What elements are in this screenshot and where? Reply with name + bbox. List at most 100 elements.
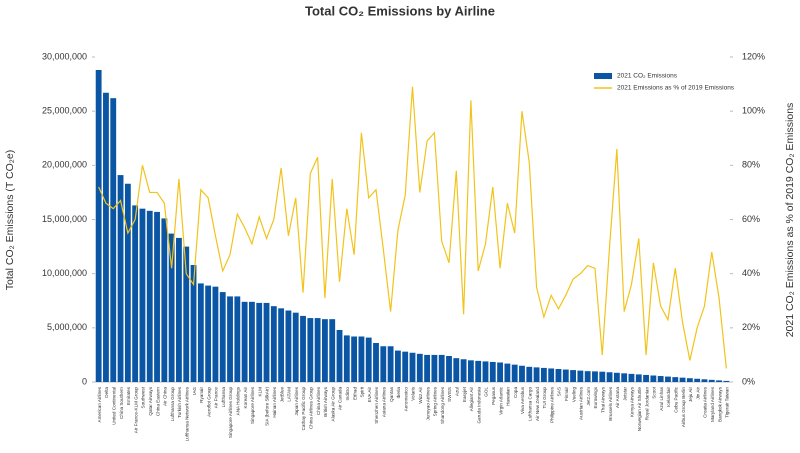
x-tick-label: Spirit [360,386,365,397]
bar [482,361,489,382]
x-tick-label: Aeroflot Group [206,387,211,417]
x-tick-label: Kenya Airways [630,386,635,417]
x-tick-label: Jeju Air [688,387,693,403]
bar [460,359,467,382]
x-tick-label: Lufthansa Group [170,387,175,422]
x-tick-label: GOL [484,387,489,397]
y-tick-label: 30,000,000 [42,51,87,61]
bar [694,378,701,382]
x-tick-label: Singapore Airlines [250,386,255,424]
x-tick-label: Finnair [564,387,569,402]
bar [533,367,540,382]
bar [321,319,328,382]
y-axis-label: Total CO₂ Emissions (T CO₂e) [4,150,16,290]
x-tick-label: Spring Airlines [433,386,438,416]
bar [300,315,306,382]
x-tick-label: United Continental [111,387,116,425]
bar [358,336,365,382]
x-tick-label: Bangkok Airways [717,386,722,422]
bar [489,361,496,382]
bar [351,336,358,382]
bar [657,376,664,382]
x-tick-label: Hainan Airlines [272,386,277,417]
bar [548,368,555,382]
bar [701,379,708,382]
x-tick-label: EVA Air [367,387,372,403]
x-tick-label: Thai Airways [600,386,605,413]
x-tick-label: Hawaiian [506,387,511,406]
bar [154,211,160,382]
bar [373,343,379,382]
x-tick-label: Eurowings [593,386,598,408]
x-tick-label: Shandong Airlines [440,386,445,424]
bar [394,350,401,382]
bar [643,374,649,382]
x-tick-label: Air France-KLM Group [133,387,138,434]
x-tick-label: Royal Jordanian [644,387,649,421]
x-tick-label: SAS [557,387,562,396]
bar [409,352,416,382]
x-tick-label: Aeromexico [403,387,408,412]
bar [402,351,409,382]
bar [453,358,460,382]
y-tick-label: 20,000,000 [42,160,87,170]
x-tick-label: Iberia [396,387,401,399]
bar [621,373,628,382]
bar [124,183,131,382]
x-tick-label: China Airlines Group [309,387,314,430]
bar [256,302,263,382]
y-tick-label: 5,000,000 [47,322,87,332]
bar [672,377,679,382]
x-tick-label: Korean Air [243,387,248,409]
x-tick-label: Croatia Airlines [703,386,708,418]
bar [132,205,139,382]
bar [314,318,321,382]
bar [95,70,102,382]
bar [650,375,657,382]
x-tick-label: IndiGo [345,387,350,401]
y2-tick-label: 20% [742,322,760,332]
bar [424,354,431,382]
bar [292,312,299,382]
y2-tick-label: 100% [742,106,765,116]
x-tick-label: Delta [104,387,109,398]
y2-tick-label: 40% [742,268,760,278]
bar [540,367,547,382]
bar [599,371,606,382]
x-tick-label: Air France [214,387,219,409]
bar [343,335,350,382]
x-tick-label: JetBlue [279,387,284,403]
bar [511,364,518,382]
x-tick-label: Jin Air [695,387,700,400]
bar [168,233,175,382]
bar [519,365,525,382]
bar [278,308,285,382]
x-tick-label: LATAM [287,387,292,402]
bar [183,246,190,382]
line [98,86,727,369]
chart-title: Total CO₂ Emissions by Airline [305,3,495,18]
bar [570,370,576,382]
x-tick-label: Austrian Airlines [579,386,584,420]
x-tick-label: Juneyao Airlines [425,386,430,420]
bar [431,354,438,382]
x-tick-label: Qatar Airways [148,386,153,415]
bar [205,285,212,382]
y-tick-label: 0 [82,376,87,386]
bar [234,296,241,382]
y-tick-label: 15,000,000 [42,214,87,224]
legend-label: 2021 CO₂ Emissions [617,73,678,80]
x-tick-label: Tigerair Taiwan [725,387,730,418]
bar [249,301,255,382]
x-tick-label: Azul [455,387,460,396]
x-tick-label: Lufthansa Cargo [528,387,533,421]
x-tick-label: Airbus Group Berlin [681,387,686,428]
x-tick-label: American Airlines [97,386,102,422]
bar [679,377,686,382]
x-tick-label: Copa [513,387,518,398]
x-tick-label: Jetstar [622,387,627,401]
x-tick-label: Easyjet [462,386,467,402]
bar [197,283,204,382]
x-tick-label: TUI Group [542,387,547,409]
x-tick-label: Etihad [352,387,357,400]
